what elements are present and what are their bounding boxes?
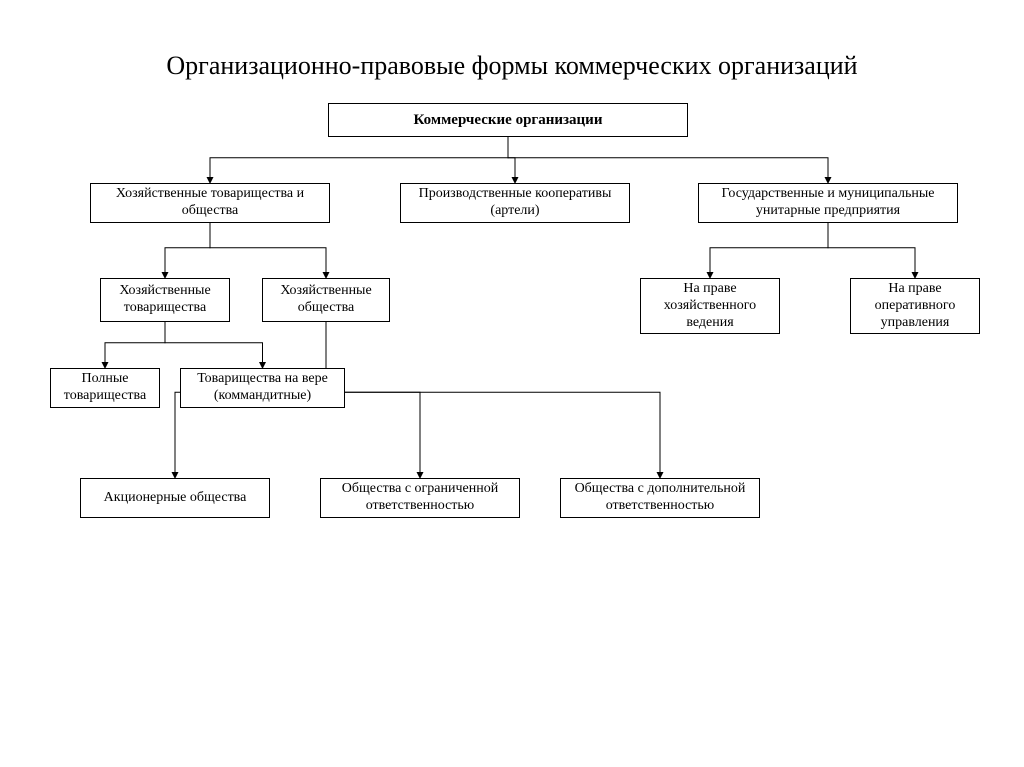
node-l2b: Хозяйственные общества	[262, 278, 390, 322]
node-l4c: Общества с дополнительной ответственност…	[560, 478, 760, 518]
edge-l1a-l2a	[165, 223, 210, 278]
node-l3a: Полные товарищества	[50, 368, 160, 408]
node-l4b: Общества с ограниченной ответственностью	[320, 478, 520, 518]
node-l2d: На праве оперативного управления	[850, 278, 980, 334]
edge-l2b-l4c	[326, 322, 660, 478]
page-title: Организационно-правовые формы коммерческ…	[0, 0, 1024, 83]
edge-l2a-l3b	[165, 322, 263, 368]
edge-l1a-l2b	[210, 223, 326, 278]
edge-l1c-l2d	[828, 223, 915, 278]
node-l3b: Товарищества на вере (коммандитные)	[180, 368, 345, 408]
edge-root-l1a	[210, 137, 508, 183]
node-l2a: Хозяйственные товарищества	[100, 278, 230, 322]
node-l1b: Производственные кооперативы (артели)	[400, 183, 630, 223]
node-root: Коммерческие организации	[328, 103, 688, 137]
node-l2c: На праве хозяйственного ведения	[640, 278, 780, 334]
diagram-canvas: Коммерческие организации Хозяйственные то…	[0, 83, 1024, 683]
node-l4a: Акционерные общества	[80, 478, 270, 518]
node-l1a: Хозяйственные товарищества и общества	[90, 183, 330, 223]
node-l1c: Государственные и муниципальные унитарны…	[698, 183, 958, 223]
edge-l2a-l3a	[105, 322, 165, 368]
edge-root-l1c	[508, 137, 828, 183]
edge-root-l1b	[508, 137, 515, 183]
edge-l1c-l2c	[710, 223, 828, 278]
